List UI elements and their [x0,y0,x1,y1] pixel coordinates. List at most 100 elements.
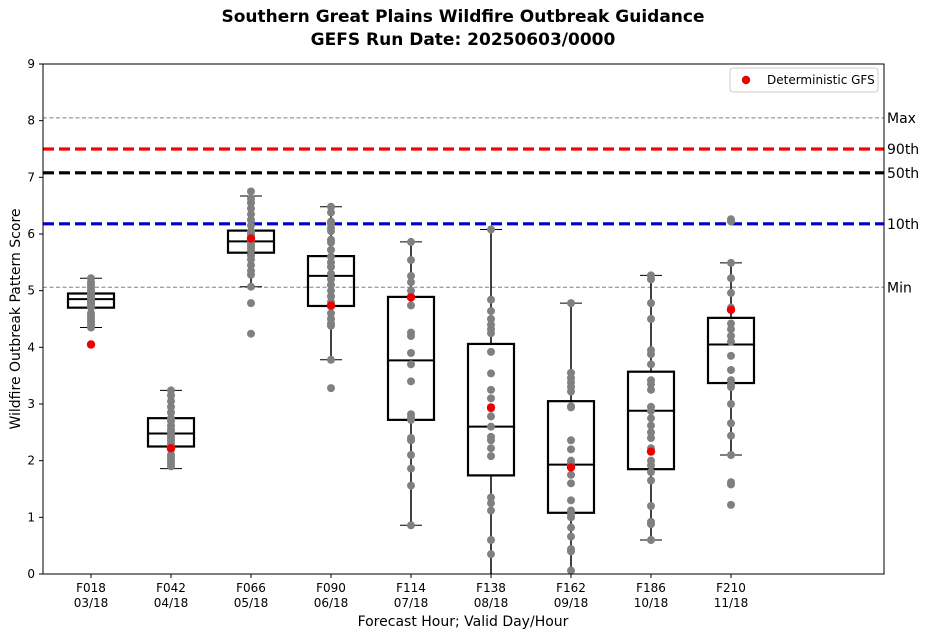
member-point [727,366,735,374]
member-point [567,403,575,412]
member-point [727,337,735,346]
deterministic-point [486,403,496,412]
member-point [487,436,495,445]
member-point [647,385,655,394]
chart-title: Southern Great Plains Wildfire Outbreak … [222,7,705,27]
member-point [87,303,95,312]
member-point [247,198,255,207]
member-point [487,452,495,461]
reference-line-label: 10th [887,217,919,233]
member-point [407,360,415,369]
member-point [327,286,335,295]
y-tick-label: 6 [27,227,35,241]
y-tick-label: 8 [27,114,35,128]
member-point [487,499,495,508]
member-point [647,476,655,485]
member-point [327,238,335,247]
member-point [327,202,335,211]
member-point [487,422,495,431]
x-tick-label-hour: F042 [156,581,186,595]
member-point [487,394,495,403]
member-point [727,451,735,459]
member-point [567,496,575,505]
member-point [647,380,655,389]
member-point [407,415,415,424]
y-tick-label: 5 [27,284,35,298]
y-tick-label: 2 [27,454,35,468]
member-point [167,402,175,411]
member-point [727,217,735,226]
member-point [727,480,735,489]
member-point [567,566,575,575]
deterministic-point [566,463,576,472]
member-point [407,451,415,459]
member-point [487,369,495,378]
member-point [247,221,255,230]
deterministic-point [246,234,256,243]
x-tick-label-hour: F138 [476,581,506,595]
member-point [487,412,495,421]
member-point [247,261,255,270]
member-point [327,245,335,254]
reference-line-label: 50th [887,166,919,182]
deterministic-point [326,301,336,310]
member-point [327,262,335,271]
member-point [727,332,735,340]
member-point [567,299,575,308]
member-point [167,408,175,417]
member-point [567,436,575,445]
x-tick-label-hour: F186 [636,581,666,595]
member-point [487,315,495,323]
box-iqr [466,342,516,477]
y-tick-label: 3 [27,397,35,411]
deterministic-point [86,340,96,349]
member-point [487,295,495,304]
member-point [647,536,655,544]
member-point [407,481,415,490]
member-point [727,319,735,328]
member-point [727,258,735,267]
deterministic-point [166,444,176,453]
member-point [327,309,335,318]
member-point [567,523,575,532]
member-point [487,444,495,453]
member-point [567,445,575,454]
member-point [727,325,735,334]
member-point [327,227,335,236]
chart-subtitle: GEFS Run Date: 20250603/0000 [311,30,616,50]
x-tick-label-valid: 03/18 [74,596,109,610]
y-axis-label: Wildfire Outbreak Pattern Score [8,208,24,429]
x-tick-label-hour: F066 [236,581,266,595]
member-point [327,281,335,289]
member-point [647,421,655,430]
member-point [727,400,735,408]
y-tick-label: 1 [27,510,35,524]
x-tick-label-valid: 04/18 [154,596,189,610]
member-point [487,307,495,316]
member-point [327,208,335,217]
member-point [647,414,655,423]
member-point [567,470,575,479]
member-point [727,383,735,391]
axes-frame [42,63,885,575]
x-tick-label-valid: 06/18 [314,596,349,610]
member-point [327,252,335,261]
member-point [247,210,255,219]
x-axis-label: Forecast Hour; Valid Day/Hour [358,614,569,630]
member-point [647,461,655,470]
member-point [247,204,255,213]
member-point [567,387,575,396]
member-point [327,355,335,364]
member-point [647,520,655,529]
member-point [727,351,735,360]
reference-line-label: Max [887,111,916,127]
member-point [727,288,735,297]
member-point [407,271,415,280]
x-tick-label-hour: F018 [76,581,106,595]
deterministic-point [406,293,416,302]
member-point [487,506,495,515]
box-iqr [386,295,436,421]
reference-line-label: Min [887,280,912,296]
x-tick-label-hour: F210 [716,581,746,595]
